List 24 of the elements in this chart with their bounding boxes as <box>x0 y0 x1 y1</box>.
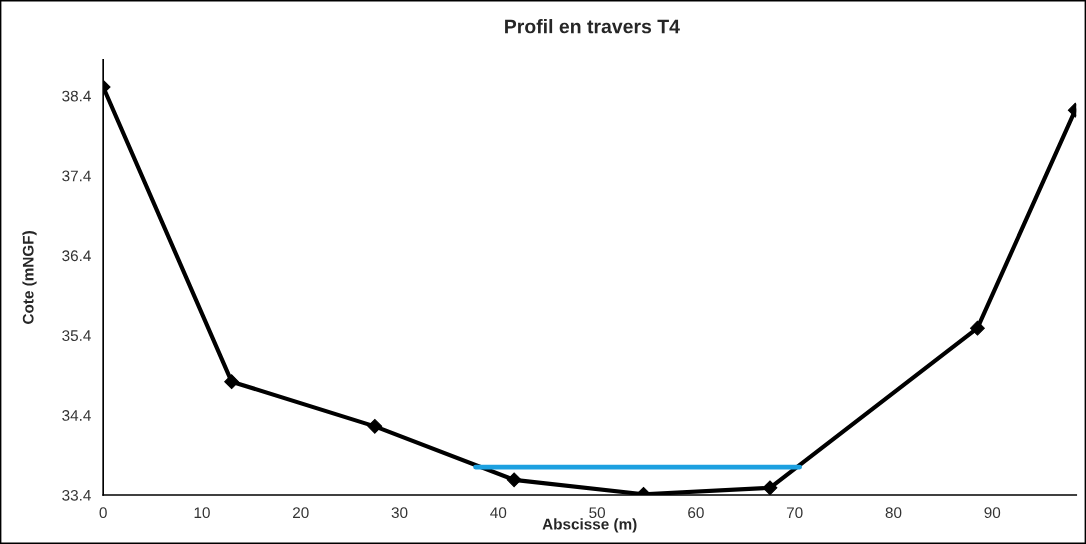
y-tick-label: 33.4 <box>62 489 91 501</box>
chart-title: Profil en travers T4 <box>505 19 680 34</box>
y-tick-label: 37.4 <box>62 170 91 182</box>
x-tick-label: 0 <box>99 507 107 519</box>
x-tick-label: 20 <box>293 507 309 519</box>
x-axis-title: Abscisse (m) <box>542 518 637 533</box>
y-tick-label: 36.4 <box>62 250 91 262</box>
x-tick-label: 30 <box>391 507 408 519</box>
x-tick-label: 80 <box>885 507 902 519</box>
point <box>762 480 778 496</box>
y-axis-title: Cote (mNGF) <box>22 231 37 324</box>
x-tick-label: 40 <box>490 507 507 519</box>
x-tick-label: 10 <box>194 507 210 519</box>
point <box>367 418 383 434</box>
point <box>970 320 985 336</box>
y-tick-label: 38.4 <box>62 90 91 102</box>
x-tick-label: 60 <box>688 507 704 519</box>
x-tick-label: 50 <box>589 507 606 519</box>
x-tick-label: 90 <box>984 507 1001 519</box>
point <box>224 374 239 390</box>
y-tick-label: 34.4 <box>62 410 91 421</box>
point <box>506 472 522 488</box>
y-tick-label: 35.4 <box>62 330 91 342</box>
x-tick-label: 70 <box>786 507 803 519</box>
